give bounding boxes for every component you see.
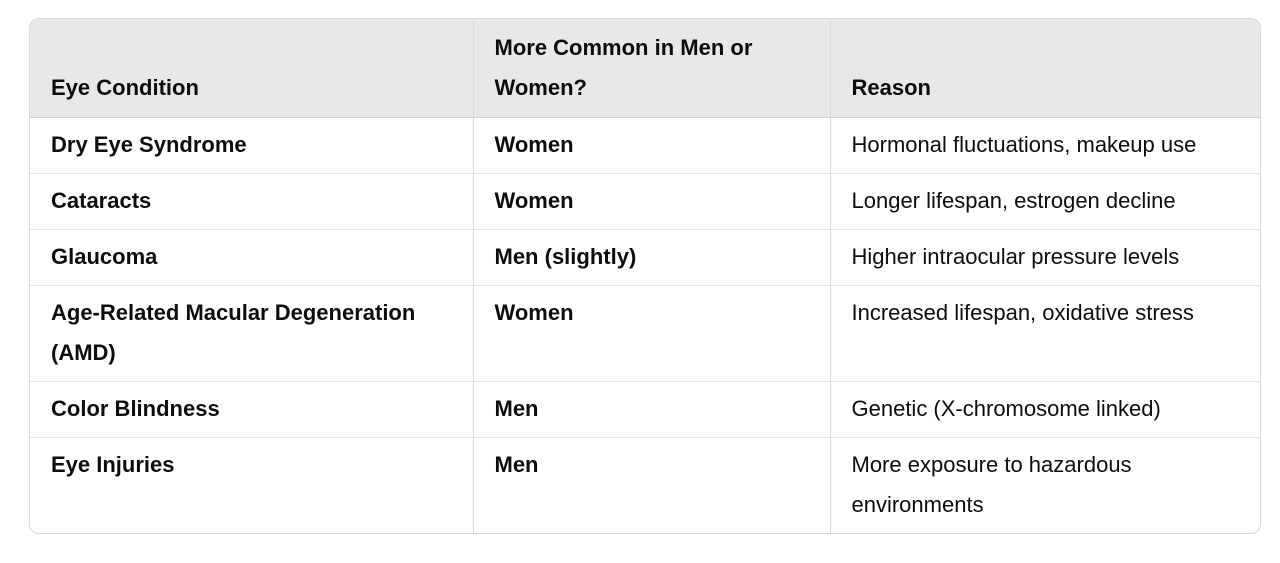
header-row: Eye Condition More Common in Men or Wome… xyxy=(30,19,1260,118)
cell-condition: Color Blindness xyxy=(30,381,474,438)
table-row: Cataracts Women Longer lifespan, estroge… xyxy=(30,173,1260,230)
header-reason: Reason xyxy=(830,19,1260,118)
cell-gender: Men xyxy=(473,437,831,533)
cell-reason: Higher intraocular pressure levels xyxy=(830,229,1260,286)
table-row: Eye Injuries Men More exposure to hazard… xyxy=(30,437,1260,533)
cell-gender: Men (slightly) xyxy=(473,229,831,286)
cell-reason: Hormonal fluctuations, makeup use xyxy=(830,117,1260,174)
table-row: Glaucoma Men (slightly) Higher intraocul… xyxy=(30,229,1260,286)
cell-condition: Cataracts xyxy=(30,173,474,230)
cell-reason: More exposure to hazardous environments xyxy=(851,452,1132,517)
cell-gender: Women xyxy=(473,117,831,174)
cell-gender: Women xyxy=(473,285,831,382)
eye-condition-table: Eye Condition More Common in Men or Wome… xyxy=(29,18,1261,534)
cell-gender: Men xyxy=(473,381,831,438)
table-row: Age-Related Macular Degeneration (AMD) W… xyxy=(30,285,1260,382)
table-header: Eye Condition More Common in Men or Wome… xyxy=(30,19,1260,118)
cell-reason: Genetic (X-chromosome linked) xyxy=(830,381,1260,438)
header-more-common: More Common in Men or Women? xyxy=(473,19,831,118)
cell-condition: Age-Related Macular Degeneration (AMD) xyxy=(30,285,474,382)
cell-gender: Women xyxy=(473,173,831,230)
table-row: Color Blindness Men Genetic (X-chromosom… xyxy=(30,381,1260,438)
table-row: Dry Eye Syndrome Women Hormonal fluctuat… xyxy=(30,117,1260,174)
cell-condition: Glaucoma xyxy=(30,229,474,286)
cell-reason: Longer lifespan, estrogen decline xyxy=(830,173,1260,230)
table-body: Dry Eye Syndrome Women Hormonal fluctuat… xyxy=(30,117,1260,533)
cell-condition: Dry Eye Syndrome xyxy=(30,117,474,174)
cell-reason: Increased lifespan, oxidative stress xyxy=(830,285,1260,382)
cell-condition: Eye Injuries xyxy=(30,437,474,533)
header-eye-condition: Eye Condition xyxy=(30,19,474,118)
data-table: Eye Condition More Common in Men or Wome… xyxy=(30,19,1260,533)
